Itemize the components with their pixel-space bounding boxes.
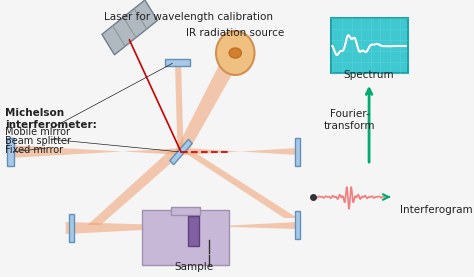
Polygon shape	[88, 152, 183, 225]
Polygon shape	[175, 52, 245, 152]
Text: Beam splitter: Beam splitter	[5, 136, 71, 146]
Text: IR radiation source: IR radiation source	[186, 28, 284, 38]
Bar	[102, 0, 157, 55]
Ellipse shape	[229, 48, 241, 58]
Bar	[171, 207, 201, 215]
Polygon shape	[183, 148, 297, 155]
Bar	[8, 138, 14, 166]
Bar	[69, 214, 74, 242]
Text: Laser for wavelength calibration: Laser for wavelength calibration	[103, 12, 273, 22]
Text: Michelson
interferometer:: Michelson interferometer:	[5, 108, 97, 130]
Bar	[170, 139, 192, 165]
Text: Fixed mirror: Fixed mirror	[5, 145, 64, 155]
Bar	[165, 58, 190, 65]
Text: Interferogram: Interferogram	[400, 205, 472, 215]
Bar	[330, 18, 408, 73]
Polygon shape	[175, 60, 183, 155]
Circle shape	[216, 31, 255, 75]
Bar	[295, 211, 300, 239]
Polygon shape	[183, 152, 297, 218]
Text: Fourier-
transform: Fourier- transform	[324, 109, 375, 131]
Text: Mobile mirror: Mobile mirror	[5, 127, 70, 137]
Bar	[188, 216, 199, 246]
Polygon shape	[9, 145, 183, 158]
Text: Spectrum: Spectrum	[344, 70, 394, 80]
Bar	[142, 210, 229, 265]
Bar	[295, 138, 300, 166]
Text: Sample: Sample	[174, 262, 214, 272]
Polygon shape	[65, 222, 297, 234]
